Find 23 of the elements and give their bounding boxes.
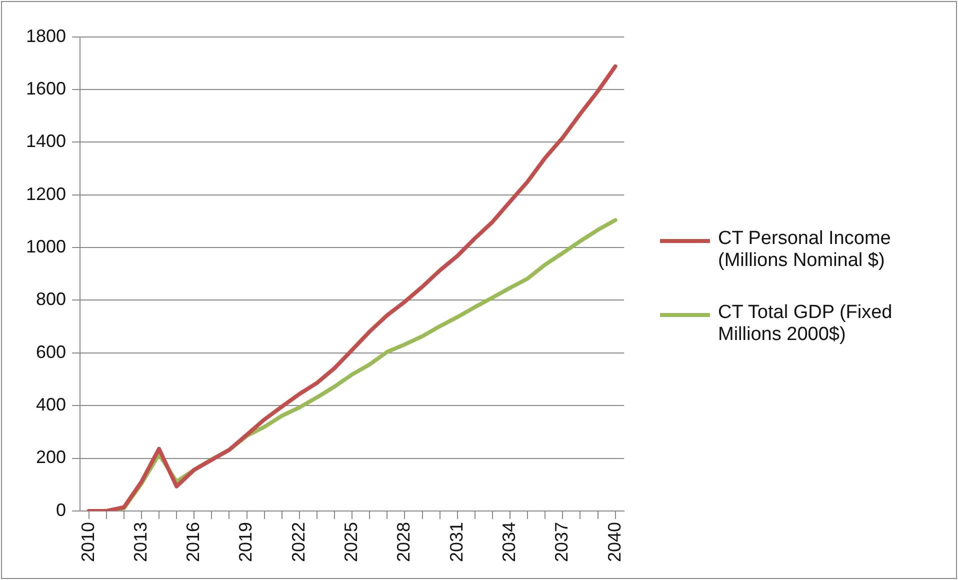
x-tick-label: 2016 bbox=[183, 522, 204, 562]
x-tick-label: 2040 bbox=[604, 522, 624, 562]
y-tick-label: 1800 bbox=[26, 26, 66, 46]
y-tick-label: 600 bbox=[36, 342, 66, 362]
legend-label: CT Total GDP (Fixed Millions 2000$) bbox=[718, 302, 894, 346]
y-tick-label: 1600 bbox=[26, 78, 66, 98]
y-tick-label: 1400 bbox=[26, 131, 66, 152]
x-tick-label: 2037 bbox=[552, 522, 572, 562]
legend-label: CT Personal Income (Millions Nominal $) bbox=[718, 228, 892, 272]
x-tick-label: 2031 bbox=[446, 522, 466, 562]
x-tick-label: 2022 bbox=[288, 522, 308, 562]
y-tick-label: 200 bbox=[36, 447, 66, 468]
y-tick-label: 0 bbox=[56, 500, 66, 520]
x-tick-label: 2034 bbox=[498, 522, 519, 562]
y-tick-label: 1200 bbox=[26, 184, 66, 204]
y-tick-label: 800 bbox=[36, 289, 66, 310]
x-tick-label: 2028 bbox=[394, 522, 414, 562]
x-tick-label: 2019 bbox=[236, 522, 256, 562]
y-tick-label: 400 bbox=[36, 394, 66, 415]
y-tick-label: 1000 bbox=[26, 236, 66, 257]
x-tick-label: 2025 bbox=[341, 522, 362, 562]
x-tick-label: 2013 bbox=[130, 522, 150, 562]
x-tick-label: 2010 bbox=[78, 522, 98, 562]
